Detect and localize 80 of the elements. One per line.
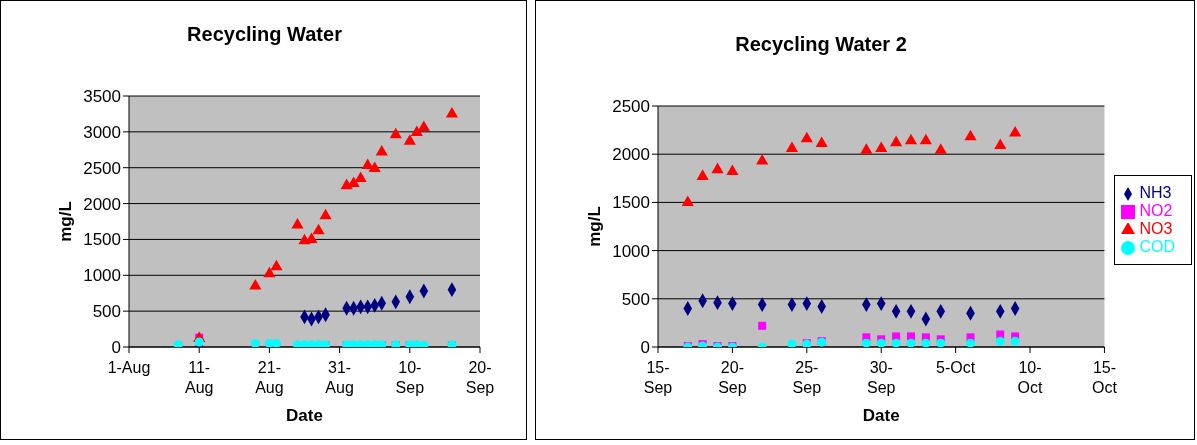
point — [964, 129, 977, 141]
point — [410, 125, 423, 137]
point — [891, 338, 901, 347]
point — [904, 133, 918, 145]
x-tick-label: 31-Aug — [325, 359, 354, 396]
x-tick-label: 15-Sep — [643, 359, 673, 396]
x-tick-label: 25-Sep — [792, 359, 822, 396]
point — [758, 321, 767, 330]
point — [815, 136, 828, 148]
point — [996, 330, 1005, 339]
point — [892, 332, 901, 341]
point — [696, 169, 709, 180]
point — [354, 171, 367, 182]
x-tick-label: 30-Sep — [866, 359, 896, 396]
point — [787, 339, 797, 347]
y-tick-label: 1500 — [83, 230, 121, 250]
legend-label: NH3 — [1139, 184, 1172, 201]
chart-title: Recycling Water — [186, 23, 343, 46]
point — [312, 223, 325, 235]
point — [1009, 125, 1022, 137]
point — [263, 266, 276, 278]
y-tick-label: 0 — [640, 338, 650, 358]
point — [919, 133, 932, 145]
point — [965, 338, 976, 347]
point — [906, 332, 915, 341]
point — [319, 208, 332, 220]
x-tick-label: 5-Oct — [936, 359, 976, 376]
y-axis-title: mg/L — [585, 206, 605, 247]
point — [711, 162, 724, 174]
point — [368, 161, 381, 172]
y-tick-label: 1000 — [612, 241, 650, 261]
y-tick-label: 500 — [92, 302, 121, 322]
x-tick-label: 21-Aug — [255, 359, 284, 396]
x-tick-label: 20-Sep — [465, 359, 495, 396]
x-tick-label: 10-Oct — [1017, 359, 1044, 396]
legend-label: NO3 — [1139, 220, 1173, 237]
point — [785, 141, 799, 152]
point — [271, 338, 281, 347]
y-tick-label: 1500 — [612, 193, 650, 213]
y-tick-label: 3000 — [83, 122, 121, 142]
x-axis-title: Date — [286, 406, 323, 425]
point — [681, 195, 694, 206]
y-tick-label: 2500 — [612, 97, 650, 117]
point — [445, 106, 458, 118]
point — [1010, 336, 1020, 346]
x-axis-title: Date — [862, 406, 900, 425]
point — [934, 143, 947, 154]
point — [995, 336, 1005, 346]
legend-label: COD — [1139, 238, 1175, 255]
point — [756, 153, 769, 165]
point — [375, 144, 388, 156]
x-tick-label: 1-Aug — [107, 359, 151, 376]
x-tick-label: 20-Sep — [718, 359, 747, 396]
point — [389, 127, 402, 139]
point — [994, 138, 1007, 150]
point — [249, 279, 262, 290]
y-tick-label: 2000 — [83, 194, 121, 214]
chart-title: Recycling Water 2 — [734, 33, 908, 56]
y-tick-label: 500 — [621, 289, 650, 309]
point — [875, 141, 888, 152]
point — [800, 131, 813, 143]
point — [270, 259, 283, 271]
x-tick-label: 10-Sep — [395, 359, 425, 396]
y-tick-label: 2000 — [612, 145, 650, 165]
y-tick-label: 0 — [111, 338, 121, 358]
y-axis-title: mg/L — [56, 201, 76, 242]
point — [291, 218, 304, 229]
point — [890, 135, 903, 147]
y-tick-label: 1000 — [83, 266, 121, 286]
point — [921, 338, 931, 347]
x-tick-label: 15-Oct — [1091, 359, 1118, 396]
point — [906, 338, 916, 347]
point — [861, 338, 871, 347]
x-tick-label: 11-Aug — [184, 359, 214, 396]
legend-label: NO2 — [1139, 202, 1173, 219]
y-tick-label: 2500 — [83, 158, 121, 178]
point — [403, 134, 416, 145]
point — [726, 164, 739, 176]
point — [860, 143, 873, 154]
y-tick-label: 3500 — [83, 87, 121, 107]
